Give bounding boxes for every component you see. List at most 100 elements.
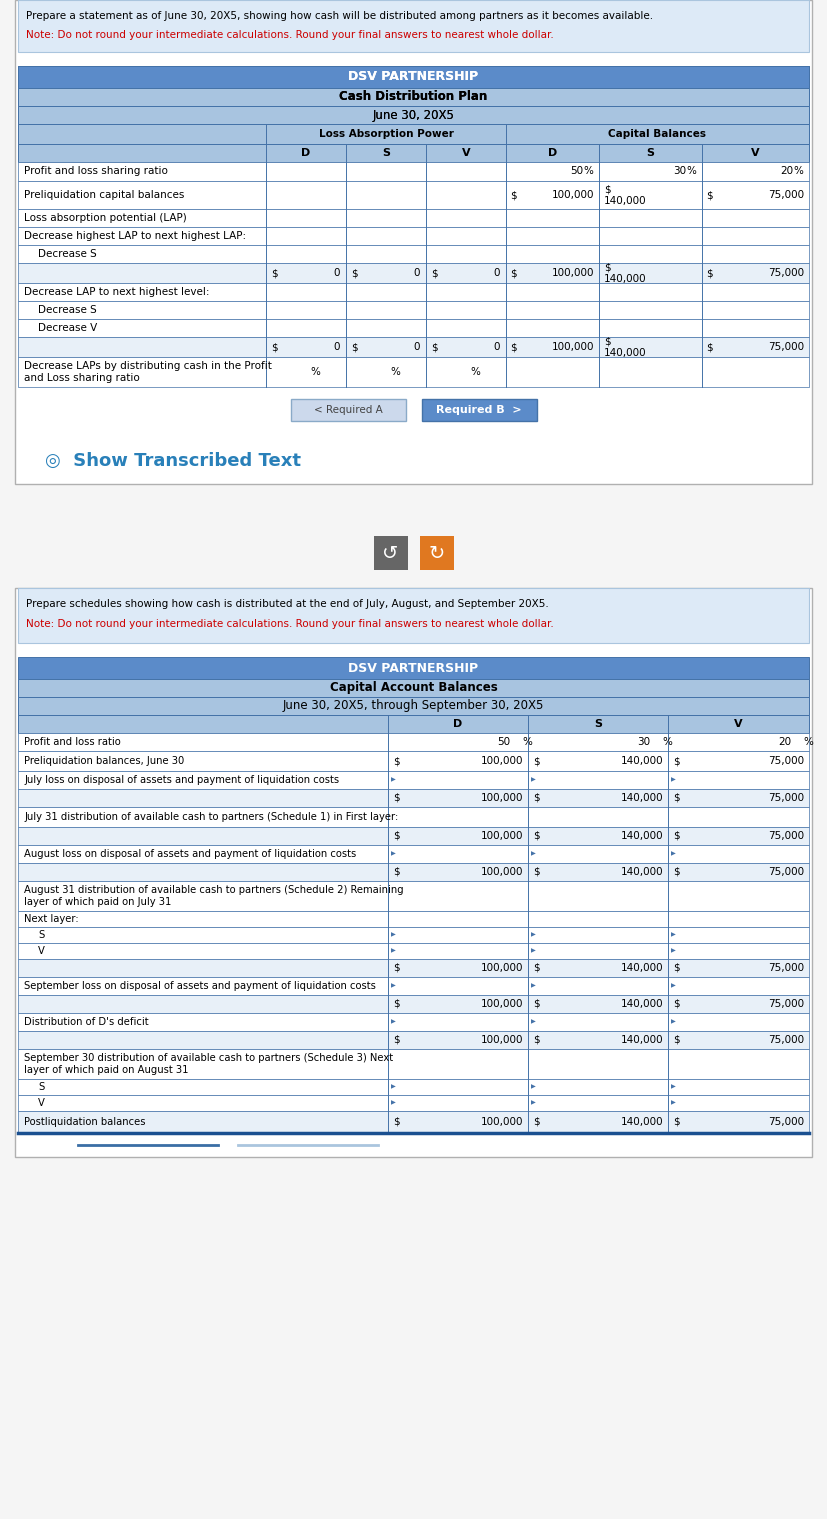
- Text: ▶: ▶: [531, 778, 536, 782]
- Text: $: $: [510, 190, 517, 201]
- Text: $: $: [604, 185, 610, 194]
- FancyBboxPatch shape: [374, 536, 408, 570]
- FancyBboxPatch shape: [18, 863, 809, 881]
- Text: < Required A: < Required A: [313, 406, 382, 415]
- Text: $: $: [271, 342, 278, 352]
- Text: Decrease V: Decrease V: [38, 324, 98, 333]
- Text: ▶: ▶: [531, 983, 536, 989]
- Text: ▶: ▶: [391, 948, 396, 954]
- Text: ↻: ↻: [428, 544, 445, 562]
- Text: $: $: [393, 831, 399, 842]
- Text: Note: Do not round your intermediate calculations. Round your final answers to n: Note: Do not round your intermediate cal…: [26, 30, 554, 39]
- FancyBboxPatch shape: [18, 807, 809, 826]
- FancyBboxPatch shape: [18, 181, 809, 210]
- Text: ▶: ▶: [531, 1019, 536, 1024]
- FancyBboxPatch shape: [18, 881, 809, 911]
- Text: Prepare schedules showing how cash is distributed at the end of July, August, an: Prepare schedules showing how cash is di…: [26, 598, 549, 609]
- FancyBboxPatch shape: [18, 357, 809, 387]
- Text: Postliquidation balances: Postliquidation balances: [24, 1116, 146, 1127]
- Text: September 30 distribution of available cash to partners (Schedule 3) Next
layer : September 30 distribution of available c…: [24, 1053, 393, 1075]
- Text: $: $: [533, 756, 540, 766]
- FancyBboxPatch shape: [15, 588, 812, 1157]
- Text: 75,000: 75,000: [768, 793, 804, 804]
- Text: Capital Account Balances: Capital Account Balances: [330, 682, 497, 694]
- FancyBboxPatch shape: [18, 125, 809, 144]
- Text: 75,000: 75,000: [768, 1000, 804, 1009]
- Text: 140,000: 140,000: [604, 273, 647, 284]
- Text: D: D: [453, 718, 462, 729]
- FancyBboxPatch shape: [18, 1110, 809, 1133]
- Text: June 30, 20X5, through September 30, 20X5: June 30, 20X5, through September 30, 20X…: [283, 700, 544, 712]
- FancyBboxPatch shape: [18, 658, 809, 679]
- Text: Distribution of D's deficit: Distribution of D's deficit: [24, 1018, 149, 1027]
- Text: S: S: [382, 147, 390, 158]
- FancyBboxPatch shape: [422, 399, 537, 421]
- Text: $: $: [533, 1000, 540, 1009]
- Text: ▶: ▶: [531, 948, 536, 954]
- FancyBboxPatch shape: [18, 943, 809, 958]
- Text: ▶: ▶: [391, 983, 396, 989]
- FancyBboxPatch shape: [18, 144, 809, 163]
- Text: $: $: [393, 1116, 399, 1127]
- Text: $: $: [673, 793, 680, 804]
- Text: $: $: [533, 831, 540, 842]
- FancyBboxPatch shape: [18, 772, 809, 788]
- Text: $: $: [673, 1000, 680, 1009]
- FancyBboxPatch shape: [18, 88, 809, 106]
- Text: $: $: [393, 1000, 399, 1009]
- Text: V: V: [751, 147, 760, 158]
- Text: $: $: [510, 267, 517, 278]
- Text: $: $: [271, 267, 278, 278]
- FancyBboxPatch shape: [18, 1078, 809, 1095]
- Text: $: $: [533, 1034, 540, 1045]
- Text: ▶: ▶: [671, 852, 676, 857]
- Text: %: %: [522, 737, 532, 747]
- FancyBboxPatch shape: [18, 65, 809, 88]
- Text: ▶: ▶: [671, 1085, 676, 1089]
- Text: Preliquidation balances, June 30: Preliquidation balances, June 30: [24, 756, 184, 766]
- FancyBboxPatch shape: [18, 697, 809, 715]
- Text: 100,000: 100,000: [552, 190, 594, 201]
- Text: Capital Balances: Capital Balances: [609, 129, 706, 140]
- Text: V: V: [38, 1098, 45, 1107]
- FancyBboxPatch shape: [18, 734, 809, 750]
- FancyBboxPatch shape: [18, 163, 809, 181]
- FancyBboxPatch shape: [18, 588, 809, 643]
- Text: Cash Distribution Plan: Cash Distribution Plan: [339, 91, 488, 103]
- Text: 30: 30: [637, 737, 650, 747]
- Text: 100,000: 100,000: [480, 1034, 523, 1045]
- FancyBboxPatch shape: [18, 788, 809, 807]
- Text: Profit and loss sharing ratio: Profit and loss sharing ratio: [24, 167, 168, 176]
- Text: $: $: [393, 793, 399, 804]
- Text: August 31 distribution of available cash to partners (Schedule 2) Remaining
laye: August 31 distribution of available cash…: [24, 884, 404, 907]
- Text: July 31 distribution of available cash to partners (Schedule 1) in First layer:: July 31 distribution of available cash t…: [24, 813, 399, 822]
- Text: 140,000: 140,000: [620, 1116, 663, 1127]
- FancyBboxPatch shape: [18, 106, 809, 125]
- Text: S: S: [38, 1082, 45, 1092]
- Text: $: $: [673, 756, 680, 766]
- Text: %: %: [793, 167, 803, 176]
- Text: 140,000: 140,000: [620, 831, 663, 842]
- Text: DSV PARTNERSHIP: DSV PARTNERSHIP: [348, 70, 479, 84]
- Text: 0: 0: [333, 342, 340, 352]
- Text: 100,000: 100,000: [552, 342, 594, 352]
- Text: ▶: ▶: [671, 1019, 676, 1024]
- FancyBboxPatch shape: [290, 399, 405, 421]
- Text: ▶: ▶: [671, 778, 676, 782]
- Text: 140,000: 140,000: [620, 1000, 663, 1009]
- Text: $: $: [533, 963, 540, 974]
- Text: %: %: [470, 368, 480, 377]
- Text: 75,000: 75,000: [768, 267, 804, 278]
- FancyBboxPatch shape: [18, 995, 809, 1013]
- FancyBboxPatch shape: [18, 144, 809, 163]
- FancyBboxPatch shape: [18, 845, 809, 863]
- Text: D: D: [547, 147, 557, 158]
- Text: Prepare a statement as of June 30, 20X5, showing how cash will be distributed am: Prepare a statement as of June 30, 20X5,…: [26, 11, 653, 21]
- Text: 20: 20: [778, 737, 791, 747]
- Text: %: %: [310, 368, 320, 377]
- FancyBboxPatch shape: [18, 0, 809, 52]
- Text: %: %: [662, 737, 672, 747]
- FancyBboxPatch shape: [18, 210, 809, 226]
- Text: S: S: [594, 718, 602, 729]
- Text: ▶: ▶: [531, 852, 536, 857]
